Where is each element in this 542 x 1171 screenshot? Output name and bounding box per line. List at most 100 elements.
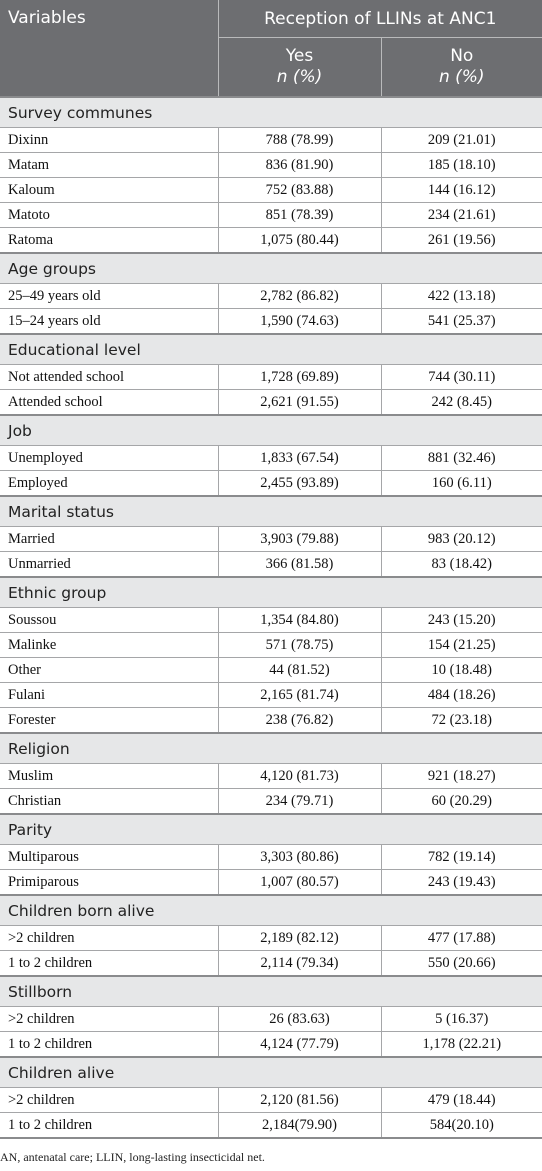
cell-no: 60 (20.29) <box>381 788 542 815</box>
cell-no: 261 (19.56) <box>381 227 542 254</box>
table-row: Forester 238 (76.82) 72 (23.18) <box>0 707 542 734</box>
section-row: Educational level <box>0 333 542 365</box>
section-row: Parity <box>0 813 542 845</box>
cell-yes: 1,590 (74.63) <box>218 308 382 335</box>
table-row: Christian 234 (79.71) 60 (20.29) <box>0 788 542 815</box>
llin-reception-table: Variables Reception of LLINs at ANC1 Yes… <box>0 0 542 1139</box>
cell-yes: 752 (83.88) <box>218 177 382 203</box>
cell-no: 160 (6.11) <box>381 470 542 497</box>
table-row: Unemployed 1,833 (67.54) 881 (32.46) <box>0 445 542 471</box>
section-title: Children born alive <box>0 894 542 926</box>
cell-no: 234 (21.61) <box>381 202 542 228</box>
cell-no: 83 (18.42) <box>381 551 542 578</box>
section-title: Religion <box>0 732 542 764</box>
row-label: Multiparous <box>0 844 219 870</box>
cell-yes: 851 (78.39) <box>218 202 382 228</box>
cell-no: 72 (23.18) <box>381 707 542 734</box>
section-row: Survey communes <box>0 96 542 128</box>
table-row: Malinke 571 (78.75) 154 (21.25) <box>0 632 542 658</box>
table-row: 1 to 2 children 4,124 (77.79) 1,178 (22.21… <box>0 1031 542 1058</box>
cell-no: 243 (15.20) <box>381 607 542 633</box>
table-row: Married 3,903 (79.88) 983 (20.12) <box>0 526 542 552</box>
table-row: 1 to 2 children 2,184(79.90) 584(20.10) <box>0 1112 542 1139</box>
table-row: Other 44 (81.52) 10 (18.48) <box>0 657 542 683</box>
table-footnote: AN, antenatal care; LLIN, long-lasting i… <box>0 1150 265 1164</box>
section-row: Religion <box>0 732 542 764</box>
row-label: Primiparous <box>0 869 219 896</box>
row-label: Employed <box>0 470 219 497</box>
table-row: Kaloum 752 (83.88) 144 (16.12) <box>0 177 542 203</box>
cell-no: 243 (19.43) <box>381 869 542 896</box>
row-label: Soussou <box>0 607 219 633</box>
section-title: Job <box>0 414 542 446</box>
table-row: Unmarried 366 (81.58) 83 (18.42) <box>0 551 542 578</box>
cell-no: 584(20.10) <box>381 1112 542 1139</box>
table-row: Multiparous 3,303 (80.86) 782 (19.14) <box>0 844 542 870</box>
section-title: Stillborn <box>0 975 542 1007</box>
cell-yes: 1,354 (84.80) <box>218 607 382 633</box>
cell-no: 144 (16.12) <box>381 177 542 203</box>
row-label: >2 children <box>0 1006 219 1032</box>
cell-no: 550 (20.66) <box>381 950 542 977</box>
row-label: Forester <box>0 707 219 734</box>
cell-yes: 238 (76.82) <box>218 707 382 734</box>
cell-yes: 2,114 (79.34) <box>218 950 382 977</box>
row-label: 1 to 2 children <box>0 950 219 977</box>
table-row: 25–49 years old 2,782 (86.82) 422 (13.18) <box>0 283 542 309</box>
cell-no: 479 (18.44) <box>381 1087 542 1113</box>
row-label: 15–24 years old <box>0 308 219 335</box>
row-label: Matam <box>0 152 219 178</box>
cell-no: 185 (18.10) <box>381 152 542 178</box>
cell-no: 541 (25.37) <box>381 308 542 335</box>
row-label: Unmarried <box>0 551 219 578</box>
row-label: Unemployed <box>0 445 219 471</box>
header-reception: Reception of LLINs at ANC1 <box>218 0 542 38</box>
row-label: 25–49 years old <box>0 283 219 309</box>
row-label: Married <box>0 526 219 552</box>
cell-no: 477 (17.88) <box>381 925 542 951</box>
cell-yes: 2,189 (82.12) <box>218 925 382 951</box>
header-variables: Variables <box>0 0 219 97</box>
cell-no: 5 (16.37) <box>381 1006 542 1032</box>
section-title: Parity <box>0 813 542 845</box>
cell-no: 242 (8.45) <box>381 389 542 416</box>
section-row: Age groups <box>0 252 542 284</box>
cell-yes: 366 (81.58) <box>218 551 382 578</box>
cell-yes: 3,303 (80.86) <box>218 844 382 870</box>
table-row: Ratoma 1,075 (80.44) 261 (19.56) <box>0 227 542 254</box>
header-yes: Yes n (%) <box>218 37 382 97</box>
cell-yes: 44 (81.52) <box>218 657 382 683</box>
cell-yes: 2,165 (81.74) <box>218 682 382 708</box>
row-label: Not attended school <box>0 364 219 390</box>
cell-yes: 1,075 (80.44) <box>218 227 382 254</box>
section-title: Educational level <box>0 333 542 365</box>
cell-no: 154 (21.25) <box>381 632 542 658</box>
row-label: 1 to 2 children <box>0 1112 219 1139</box>
cell-no: 744 (30.11) <box>381 364 542 390</box>
row-label: Malinke <box>0 632 219 658</box>
table-row: Muslim 4,120 (81.73) 921 (18.27) <box>0 763 542 789</box>
cell-yes: 26 (83.63) <box>218 1006 382 1032</box>
subheader-row: Yes n (%) No n (%) <box>0 37 542 97</box>
section-title: Survey communes <box>0 96 542 128</box>
section-row: Marital status <box>0 495 542 527</box>
cell-no: 782 (19.14) <box>381 844 542 870</box>
table-row: Fulani 2,165 (81.74) 484 (18.26) <box>0 682 542 708</box>
cell-yes: 1,728 (69.89) <box>218 364 382 390</box>
header-row: Variables Reception of LLINs at ANC1 <box>0 0 542 97</box>
row-label: >2 children <box>0 925 219 951</box>
table-row: Soussou 1,354 (84.80) 243 (15.20) <box>0 607 542 633</box>
table-row: Dixinn 788 (78.99) 209 (21.01) <box>0 127 542 153</box>
table-row: 1 to 2 children 2,114 (79.34) 550 (20.66) <box>0 950 542 977</box>
cell-yes: 4,124 (77.79) <box>218 1031 382 1058</box>
table-row: >2 children 26 (83.63) 5 (16.37) <box>0 1006 542 1032</box>
cell-yes: 234 (79.71) <box>218 788 382 815</box>
section-row: Children alive <box>0 1056 542 1088</box>
header-yes-label: Yes <box>285 46 314 66</box>
table-row: Not attended school 1,728 (69.89) 744 (30.… <box>0 364 542 390</box>
cell-no: 10 (18.48) <box>381 657 542 683</box>
cell-yes: 571 (78.75) <box>218 632 382 658</box>
section-row: Ethnic group <box>0 576 542 608</box>
section-title: Children alive <box>0 1056 542 1088</box>
table-row: Attended school 2,621 (91.55) 242 (8.45) <box>0 389 542 416</box>
